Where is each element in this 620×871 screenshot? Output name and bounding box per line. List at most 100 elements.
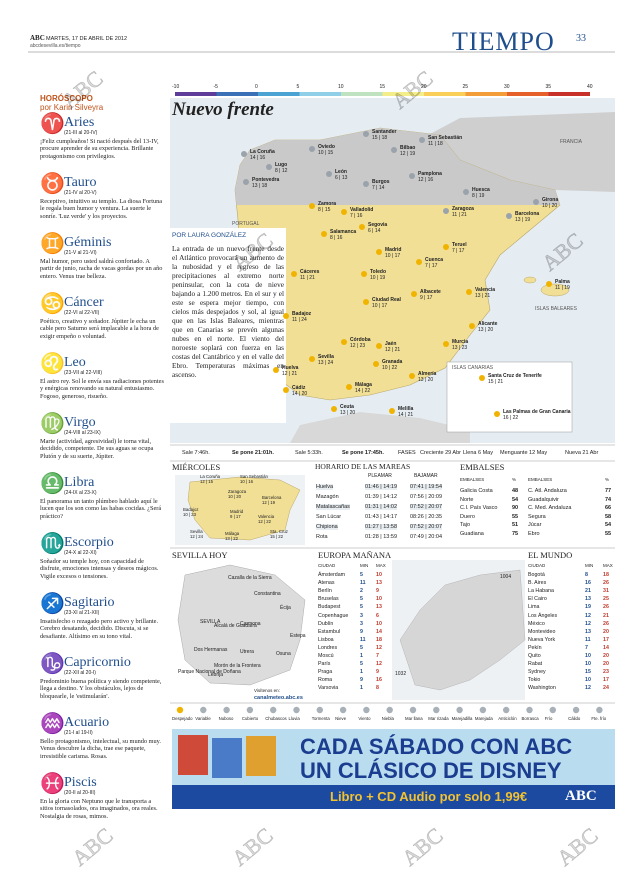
table-cell: 10 (376, 572, 382, 578)
city-name: Osuna (276, 651, 291, 657)
city-temp: 7 | 16 (350, 213, 363, 219)
column-header: % (512, 477, 517, 482)
city-temp: 10 | 20 (542, 203, 558, 209)
legend-icon (433, 706, 440, 714)
city-temp: 16 | 22 (503, 415, 519, 421)
city-temp: 8 | 19 (472, 193, 485, 199)
table-cell: 7 (585, 644, 588, 651)
table-cell: Washington (528, 685, 556, 692)
city-name: Lugo (275, 162, 288, 168)
city-name: Cádiz (292, 385, 306, 391)
table-cell: 12 (585, 620, 591, 627)
sign-text: Predominio buena política y siendo compe… (40, 678, 162, 700)
canarias-box (446, 361, 573, 433)
table-cell: Estambul (318, 628, 341, 635)
section-title: HORARIO DE LAS MAREAS (315, 462, 411, 471)
legend-label: Despejado (172, 716, 193, 721)
city-name: Girona (542, 197, 559, 203)
scale-label: 40 (587, 84, 593, 90)
weather-icon (391, 147, 397, 153)
table-cell: 13 (585, 596, 591, 603)
scale-label: -10 (172, 84, 180, 90)
ad-brand: ABC (565, 788, 597, 804)
table-cell: 13 (376, 580, 382, 587)
city-name: Murcia (452, 339, 469, 345)
weather-icon (463, 189, 469, 195)
reservoir-name: Duero (460, 513, 475, 520)
tide-cell: 01:27 | 13:58 (365, 524, 398, 531)
sign-symbol: ♍ (40, 413, 65, 435)
table-cell: 20 (603, 653, 609, 659)
sign-dates: (20-II al 20-III) (64, 790, 96, 796)
legend-label: Marejadilla (451, 716, 473, 721)
column-header: MAX (603, 563, 613, 568)
sign-dates: (24-VIII al 23-IX) (64, 430, 101, 436)
article-box (170, 228, 286, 423)
city-name: León (335, 169, 347, 175)
city-temp: 10 | 16 (240, 479, 254, 484)
column-header: EMBALSES (460, 477, 485, 482)
table-cell: Berlín (318, 588, 332, 595)
table-cell: 9 (360, 677, 363, 684)
legend-icon (200, 706, 207, 714)
city-name: Palma (555, 279, 570, 285)
weather-icon (341, 209, 347, 215)
city-name: Bilbao (400, 145, 416, 151)
sign-text: Poético, creativo y soñador. Júpiter le … (40, 318, 159, 340)
city-name: Constantina (254, 591, 281, 597)
legend-icon (526, 706, 533, 714)
table-cell: Varsovia (318, 685, 339, 692)
city-name: Pamplona (418, 171, 442, 177)
legend-icon (363, 706, 370, 714)
weather-icon (341, 339, 347, 345)
table-cell: Rabat (528, 661, 543, 668)
europe-map (399, 569, 526, 691)
weather-icon (361, 271, 367, 277)
table-cell: 12 (376, 644, 382, 651)
table-cell: 16 (585, 580, 591, 587)
legend-icon (409, 706, 417, 714)
table-cell: Lima (528, 604, 540, 611)
legend-label: Niebla (381, 716, 394, 721)
city-name: Madrid (385, 247, 402, 253)
city-temp: 9 | 17 (420, 295, 433, 301)
sign-text: El astro rey. Sol le envía sus radiacion… (40, 378, 164, 400)
city-temp: 11 | 19 (555, 285, 570, 291)
reservoir-name: Ebro (528, 530, 540, 537)
reservoir-name: Segura (528, 513, 546, 520)
city-name: Valladolid (350, 207, 374, 213)
city-name: Dos Hermanas (194, 647, 228, 653)
column-header: MAX (376, 563, 386, 568)
scale-label: 15 (379, 84, 386, 90)
column-header: EMBALSES (528, 477, 553, 482)
legend-label: Marejada (474, 716, 493, 721)
city-name: Almería (418, 371, 437, 377)
city-temp: 12 | 24 (190, 534, 204, 539)
reservoir-value: 58 (605, 513, 612, 520)
sign-symbol: ♐ (40, 593, 65, 615)
weather-icon (321, 231, 327, 237)
legend-label: Cubierto (241, 716, 259, 721)
site: canalmeteo.abc.es (254, 695, 303, 701)
sign-name: Leo (64, 355, 86, 370)
city-name: Jaén (385, 341, 397, 347)
city-name: SEVILLA (200, 619, 221, 625)
city-temp: 14 | 22 (355, 388, 371, 394)
city-name: Málaga (225, 531, 240, 536)
legend-icon (270, 706, 277, 714)
city-name: Madrid (230, 509, 244, 514)
legend-label: Variable (195, 716, 211, 721)
city-name: Segovia (368, 222, 388, 228)
city-name: Huesca (472, 187, 490, 193)
weather-icon (469, 323, 475, 329)
sign-dates: (23-XI al 21-XII) (64, 610, 100, 616)
city-temp: 12 | 16 (418, 177, 434, 183)
weather-icon (291, 271, 297, 277)
column-header: CIUDAD (528, 563, 546, 568)
table-cell: Atenas (318, 580, 335, 587)
table-cell: 1 (360, 669, 363, 676)
sign-symbol: ♊ (40, 233, 65, 255)
city-name: San Sebastián (428, 135, 463, 141)
sign-name: Virgo (64, 415, 96, 430)
legend-icon (386, 706, 393, 714)
